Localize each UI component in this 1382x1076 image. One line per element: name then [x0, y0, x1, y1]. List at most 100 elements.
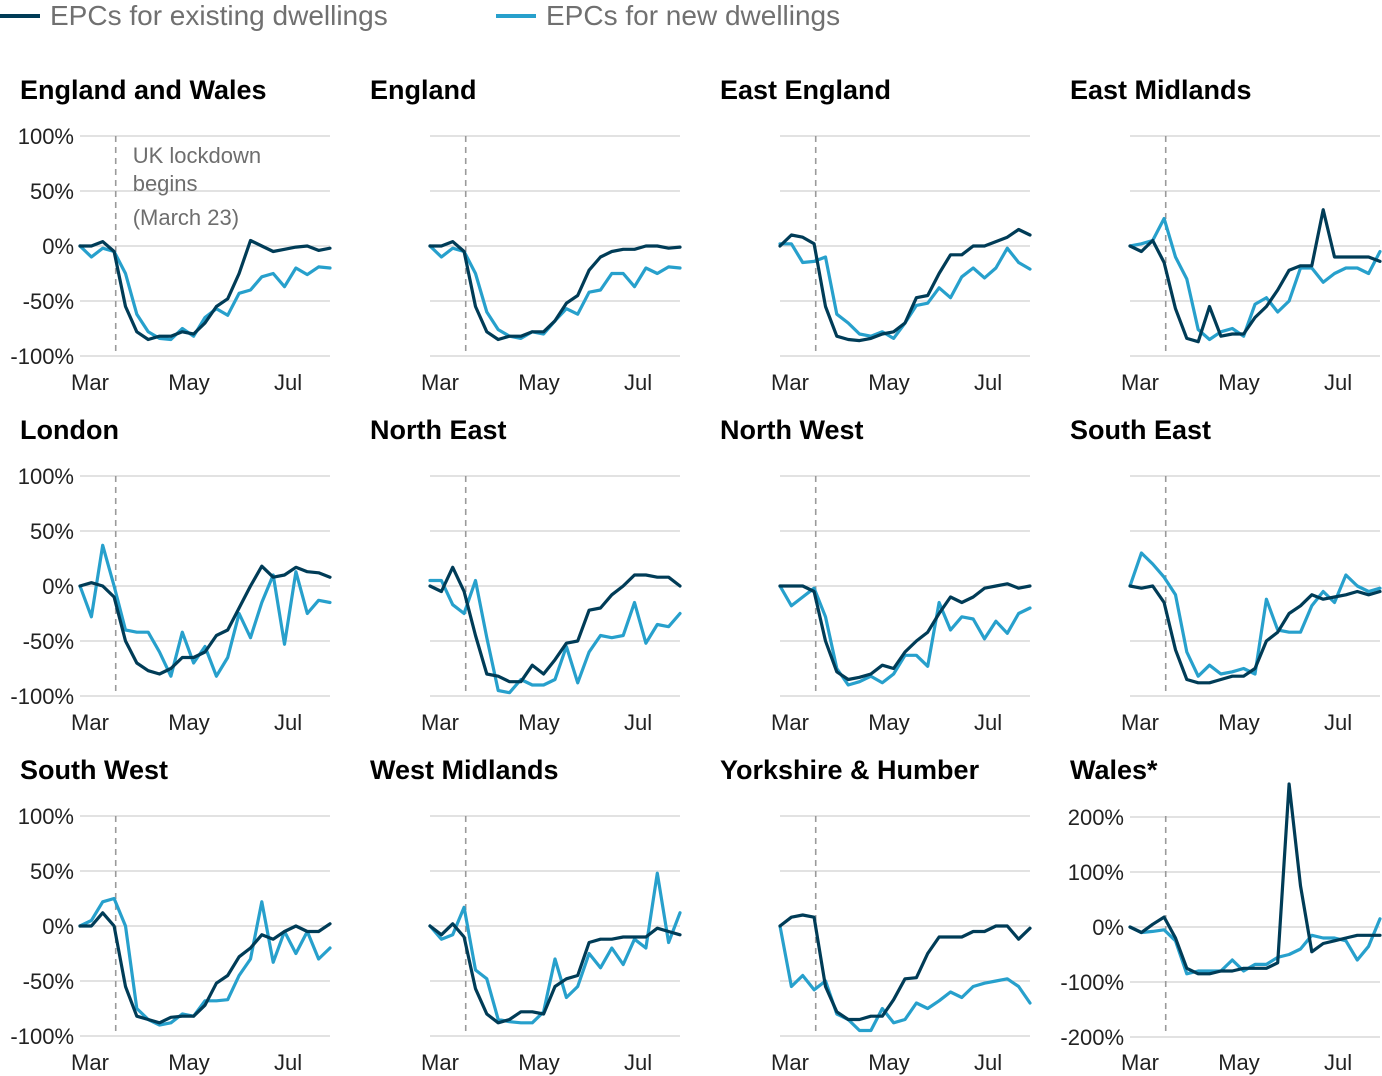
panel-west-midlands: West Midlands Mar May Jul [370, 755, 682, 1075]
x-tick-label: May [1218, 710, 1260, 735]
y-tick-label: 50% [30, 179, 74, 204]
x-tick-label: Jul [1324, 370, 1352, 395]
y-tick-label: -100% [1060, 970, 1124, 995]
annotation-line-2: begins [133, 171, 198, 196]
x-tick-label: May [518, 710, 560, 735]
legend-label-new: EPCs for new dwellings [546, 0, 841, 31]
x-tick-label: Mar [421, 710, 459, 735]
series-line-existing [428, 565, 682, 684]
y-tick-label: 0% [42, 234, 74, 259]
series-line-new [1128, 551, 1382, 678]
panel-south-west: South West 100% 50% 0% -50% -100%Mar May Jul [10, 755, 332, 1075]
panel-title: East Midlands [1070, 75, 1252, 105]
y-tick-label: 0% [1092, 915, 1124, 940]
x-tick-label: May [868, 1050, 910, 1075]
panel-wales: Wales* 200% 100% 0% -100% -200%Mar May Jul [1060, 755, 1382, 1075]
series-line-new [1128, 216, 1382, 342]
series-line-new [428, 578, 682, 695]
panel-south-east: South East Mar May Jul [1070, 415, 1382, 735]
x-tick-label: Mar [1121, 710, 1159, 735]
series-line-new [428, 871, 682, 1025]
x-tick-label: Mar [1121, 1050, 1159, 1075]
series-line-existing [78, 911, 332, 1025]
series-line-new [778, 924, 1032, 1033]
series-line-new [78, 543, 332, 678]
x-tick-label: Jul [974, 370, 1002, 395]
x-tick-label: Mar [771, 370, 809, 395]
x-tick-label: Mar [71, 370, 109, 395]
x-tick-label: May [1218, 1050, 1260, 1075]
x-tick-label: May [168, 1050, 210, 1075]
panel-title: England and Wales [20, 75, 267, 105]
x-tick-label: Mar [1121, 370, 1159, 395]
legend-swatch-existing [0, 14, 40, 18]
y-tick-label: 200% [1068, 805, 1124, 830]
series-line-existing [78, 238, 332, 342]
series-line-existing [1128, 782, 1382, 976]
y-tick-label: 50% [30, 519, 74, 544]
panel-england: England Mar May Jul [370, 75, 682, 395]
x-tick-label: May [518, 370, 560, 395]
y-tick-label: -100% [10, 344, 74, 369]
series-line-existing [778, 582, 1032, 682]
y-tick-label: 0% [42, 574, 74, 599]
x-tick-label: Jul [624, 1050, 652, 1075]
annotation-line-3: (March 23) [133, 205, 239, 230]
y-tick-label: 50% [30, 859, 74, 884]
x-tick-label: Jul [1324, 1050, 1352, 1075]
series-line-existing [428, 240, 682, 342]
panel-yorkshire-humber: Yorkshire & Humber Mar May Jul [720, 755, 1032, 1075]
y-tick-label: -50% [23, 289, 74, 314]
series-line-existing [778, 227, 1032, 343]
panel-title: West Midlands [370, 755, 559, 785]
y-tick-label: 100% [1068, 860, 1124, 885]
x-tick-label: Mar [771, 710, 809, 735]
panel-north-east: North East Mar May Jul [370, 415, 682, 735]
y-tick-label: -50% [23, 969, 74, 994]
panel-london: London 100% 50% 0% -50% -100%Mar May Jul [10, 415, 332, 735]
panel-north-west: North West Mar May Jul [720, 415, 1032, 735]
series-line-new [78, 244, 332, 342]
x-tick-label: Jul [974, 710, 1002, 735]
panel-title: East England [720, 75, 891, 105]
series-line-existing [1128, 584, 1382, 685]
legend-item-new[interactable]: EPCs for new dwellings [496, 0, 840, 32]
x-tick-label: May [868, 370, 910, 395]
panel-title: Yorkshire & Humber [720, 755, 980, 785]
panel-title: South West [20, 755, 168, 785]
y-tick-label: 100% [18, 804, 74, 829]
legend-item-existing[interactable]: EPCs for existing dwellings [0, 0, 388, 32]
x-tick-label: Mar [71, 710, 109, 735]
y-tick-label: -200% [1060, 1025, 1124, 1050]
y-tick-label: -100% [10, 684, 74, 709]
y-tick-label: -100% [10, 1024, 74, 1049]
y-tick-label: 100% [18, 124, 74, 149]
x-tick-label: May [168, 370, 210, 395]
x-tick-label: Jul [624, 710, 652, 735]
y-tick-label: 0% [42, 914, 74, 939]
series-line-new [78, 896, 332, 1027]
x-tick-label: Jul [624, 370, 652, 395]
x-tick-label: Jul [1324, 710, 1352, 735]
y-tick-label: -50% [23, 629, 74, 654]
x-tick-label: Jul [274, 710, 302, 735]
y-tick-label: 100% [18, 464, 74, 489]
annotation-line-1: UK lockdown [133, 143, 261, 168]
x-tick-label: Mar [771, 1050, 809, 1075]
panel-title: North East [370, 415, 507, 445]
series-line-existing [428, 922, 682, 1025]
panel-title: North West [720, 415, 864, 445]
panel-east-midlands: East Midlands Mar May Jul [1070, 75, 1382, 395]
x-tick-label: Jul [974, 1050, 1002, 1075]
x-tick-label: Mar [71, 1050, 109, 1075]
legend-label-existing: EPCs for existing dwellings [50, 0, 388, 31]
series-line-existing [778, 913, 1032, 1022]
series-line-existing [78, 564, 332, 676]
x-tick-label: Mar [421, 370, 459, 395]
series-line-new [778, 584, 1032, 687]
legend: EPCs for existing dwellings EPCs for new… [0, 0, 1382, 32]
x-tick-label: Jul [274, 370, 302, 395]
panel-title: South East [1070, 415, 1211, 445]
panel-title: London [20, 415, 119, 445]
